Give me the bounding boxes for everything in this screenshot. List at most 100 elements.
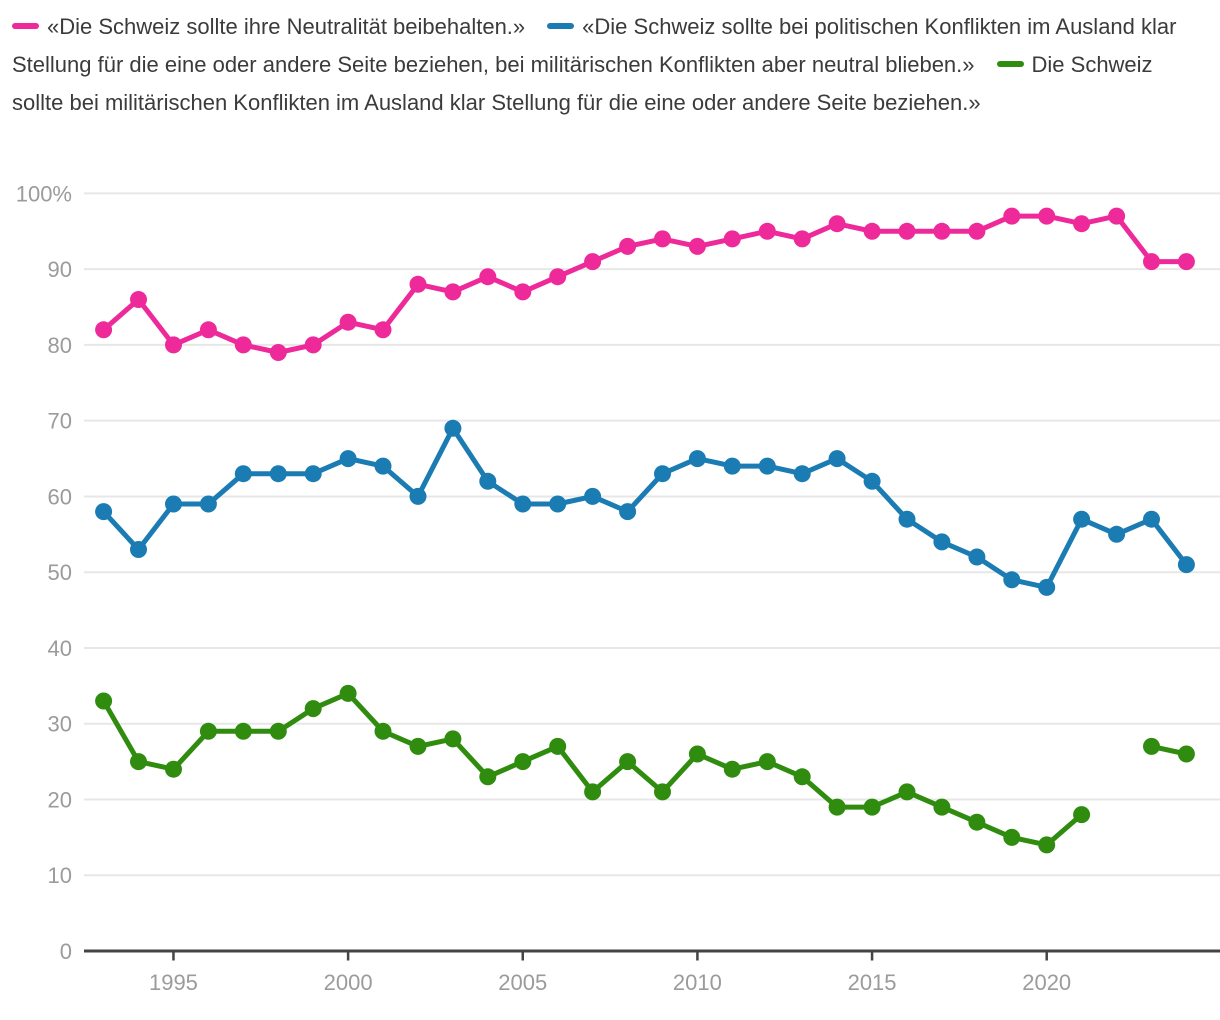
data-point: [1073, 215, 1091, 233]
data-point: [584, 253, 602, 271]
y-axis-label: 40: [48, 636, 72, 661]
data-point: [95, 321, 113, 339]
data-point: [234, 336, 252, 354]
legend-marker-pink: [12, 23, 39, 30]
data-point: [654, 465, 671, 483]
legend: «Die Schweiz sollte ihre Neutralität bei…: [12, 8, 1182, 122]
legend-item-neutrality: «Die Schweiz sollte ihre Neutralität bei…: [12, 14, 525, 39]
y-axis-label: 80: [48, 333, 72, 358]
data-point: [898, 222, 916, 240]
data-point: [165, 760, 182, 778]
data-point: [1073, 510, 1091, 528]
data-point: [304, 700, 322, 718]
x-axis-label: 2005: [498, 970, 547, 995]
x-axis-label: 2015: [848, 970, 897, 995]
data-point: [898, 783, 916, 801]
legend-marker-blue: [547, 23, 575, 30]
data-point: [95, 503, 113, 521]
data-point: [95, 692, 113, 710]
data-point: [1003, 207, 1021, 225]
data-point: [409, 737, 427, 755]
data-point: [793, 768, 811, 786]
data-point: [444, 283, 462, 301]
data-point: [1038, 836, 1056, 854]
data-point: [269, 344, 287, 361]
data-point: [654, 783, 671, 801]
data-point: [165, 495, 182, 513]
data-point: [688, 450, 706, 468]
y-axis-label: 50: [48, 560, 72, 585]
data-point: [968, 548, 986, 566]
data-point: [1177, 556, 1195, 574]
x-axis-label: 2020: [1022, 970, 1071, 995]
legend-item-label: «Die Schweiz sollte bei politischen Konf…: [12, 14, 1177, 77]
data-point: [723, 230, 741, 248]
series-line: [101, 425, 1189, 590]
data-point: [793, 465, 811, 483]
data-point: [479, 268, 497, 286]
data-point: [130, 291, 147, 308]
data-point: [1038, 207, 1056, 225]
data-point: [269, 465, 287, 483]
y-axis-label: 60: [48, 484, 72, 509]
data-point: [863, 472, 881, 490]
data-point: [130, 541, 147, 558]
data-point: [584, 487, 602, 505]
data-point: [130, 753, 147, 771]
y-axis-label: 90: [48, 257, 72, 282]
y-axis-label: 10: [48, 863, 72, 888]
data-point: [549, 495, 567, 513]
data-point: [269, 722, 287, 740]
y-axis-label: 20: [48, 787, 72, 812]
data-point: [1143, 253, 1160, 271]
legend-item-label: Die Schweiz sollte bei militärischen Kon…: [12, 52, 1153, 115]
data-point: [339, 313, 357, 331]
series-line: [101, 213, 1189, 355]
data-point: [688, 237, 706, 255]
data-point: [234, 465, 252, 483]
legend-item-political-conflicts: «Die Schweiz sollte bei politischen Konf…: [12, 14, 1176, 77]
legend-item-label: «Die Schweiz sollte ihre Neutralität bei…: [47, 14, 526, 39]
data-point: [479, 768, 497, 786]
series-line: [101, 690, 1189, 848]
data-point: [514, 495, 532, 513]
x-axis-label: 2000: [324, 970, 373, 995]
data-point: [1003, 828, 1021, 846]
data-point: [723, 457, 741, 475]
data-point: [409, 487, 427, 505]
data-point: [758, 753, 776, 771]
data-point: [374, 722, 392, 740]
data-point: [304, 336, 322, 354]
data-point: [828, 450, 846, 468]
data-point: [793, 230, 811, 248]
data-point: [199, 495, 217, 513]
data-point: [549, 268, 567, 286]
data-point: [619, 753, 637, 771]
data-point: [933, 533, 951, 551]
data-point: [1108, 525, 1126, 543]
y-axis-label: 100%: [16, 181, 72, 206]
data-point: [339, 450, 357, 468]
data-point: [549, 737, 567, 755]
legend-item-military-conflicts: Die Schweiz sollte bei militärischen Kon…: [12, 52, 1153, 115]
data-point: [199, 722, 217, 740]
data-point: [828, 215, 846, 233]
data-point: [1073, 806, 1091, 824]
data-point: [1177, 745, 1195, 763]
data-point: [514, 283, 532, 301]
data-point: [654, 230, 671, 248]
data-point: [339, 684, 357, 702]
data-point: [619, 237, 637, 255]
data-point: [863, 222, 881, 240]
data-point: [898, 510, 916, 528]
data-point: [234, 722, 252, 740]
y-axis-label: 70: [48, 409, 72, 434]
data-point: [933, 222, 951, 240]
data-point: [444, 730, 462, 748]
legend-marker-green: [996, 61, 1024, 68]
data-point: [758, 222, 776, 240]
data-point: [1108, 207, 1126, 225]
data-point: [479, 472, 497, 490]
data-point: [968, 813, 986, 831]
data-point: [1143, 737, 1160, 755]
